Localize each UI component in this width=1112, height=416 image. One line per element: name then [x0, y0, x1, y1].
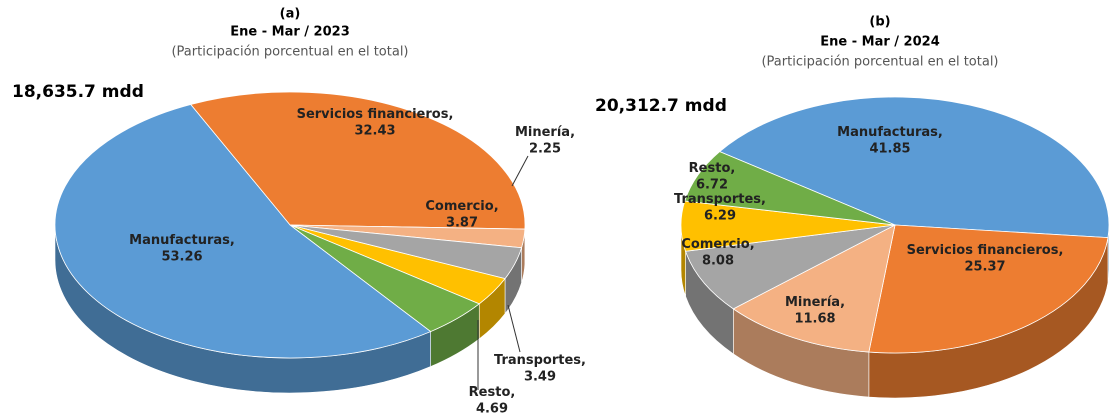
label-value: 3.49 [524, 369, 556, 384]
slice [868, 224, 1109, 354]
data-label: Manufacturas, 41.85 [837, 125, 943, 156]
chart-title: (b) [869, 15, 890, 30]
leader-line [507, 304, 521, 353]
data-label: Comercio, 8.08 [681, 237, 754, 268]
total: 20,312.7 mdd [595, 96, 727, 116]
label-value: 8.08 [702, 253, 734, 268]
label-value: 41.85 [869, 141, 910, 156]
label-value: 3.87 [446, 215, 478, 230]
slice [732, 224, 896, 353]
label-category: Servicios financieros, [907, 243, 1064, 258]
label-category: Servicios financieros, [297, 107, 454, 122]
data-label: Servicios financieros, 25.37 [907, 243, 1064, 274]
slice [684, 151, 896, 226]
label-value: 53.26 [161, 249, 202, 264]
label-category: Transportes, [494, 353, 586, 368]
data-label: Resto, 6.72 [689, 161, 736, 192]
chart-note: (Participación porcentual en el total) [761, 55, 998, 70]
label-value: 6.29 [704, 208, 736, 223]
label-category: Manufacturas, [837, 125, 943, 140]
label-category: Minería, [785, 295, 845, 310]
data-label: Comercio, 3.87 [425, 199, 498, 230]
data-label: Manufacturas, 53.26 [129, 233, 235, 264]
label-value: 32.43 [354, 123, 395, 138]
chart-subtitle: Ene - Mar / 2023 [230, 25, 350, 40]
data-label: Transportes, 3.49 [494, 353, 586, 384]
label-value: 11.68 [794, 311, 835, 326]
tops [54, 91, 526, 359]
data-label: Transportes, 6.29 [674, 192, 766, 223]
slice [685, 224, 896, 310]
slice [54, 104, 432, 359]
chart-title: (a) [280, 7, 301, 22]
data-label: Minería, 2.25 [515, 125, 575, 156]
label-category: Manufacturas, [129, 233, 235, 248]
tops [680, 96, 1110, 354]
data-label: Servicios financieros, 32.43 [297, 107, 454, 138]
label-category: Comercio, [425, 199, 498, 214]
chart-subtitle: Ene - Mar / 2024 [820, 35, 940, 50]
label-category: Comercio, [681, 237, 754, 252]
label-value: 6.72 [696, 177, 728, 192]
data-label: Resto, 4.69 [469, 385, 516, 416]
data-label: Minería, 11.68 [785, 295, 845, 326]
label-value: 2.25 [529, 141, 561, 156]
slice [189, 91, 526, 230]
label-category: Minería, [515, 125, 575, 140]
chart-note: (Participación porcentual en el total) [171, 45, 408, 60]
sides [680, 224, 1110, 399]
total: 18,635.7 mdd [12, 82, 144, 102]
label-value: 4.69 [476, 401, 508, 416]
label-category: Resto, [469, 385, 516, 400]
label-value: 25.37 [964, 259, 1005, 274]
label-category: Transportes, [674, 192, 766, 207]
leader-line [511, 155, 529, 187]
slice [718, 96, 1110, 239]
label-category: Resto, [689, 161, 736, 176]
